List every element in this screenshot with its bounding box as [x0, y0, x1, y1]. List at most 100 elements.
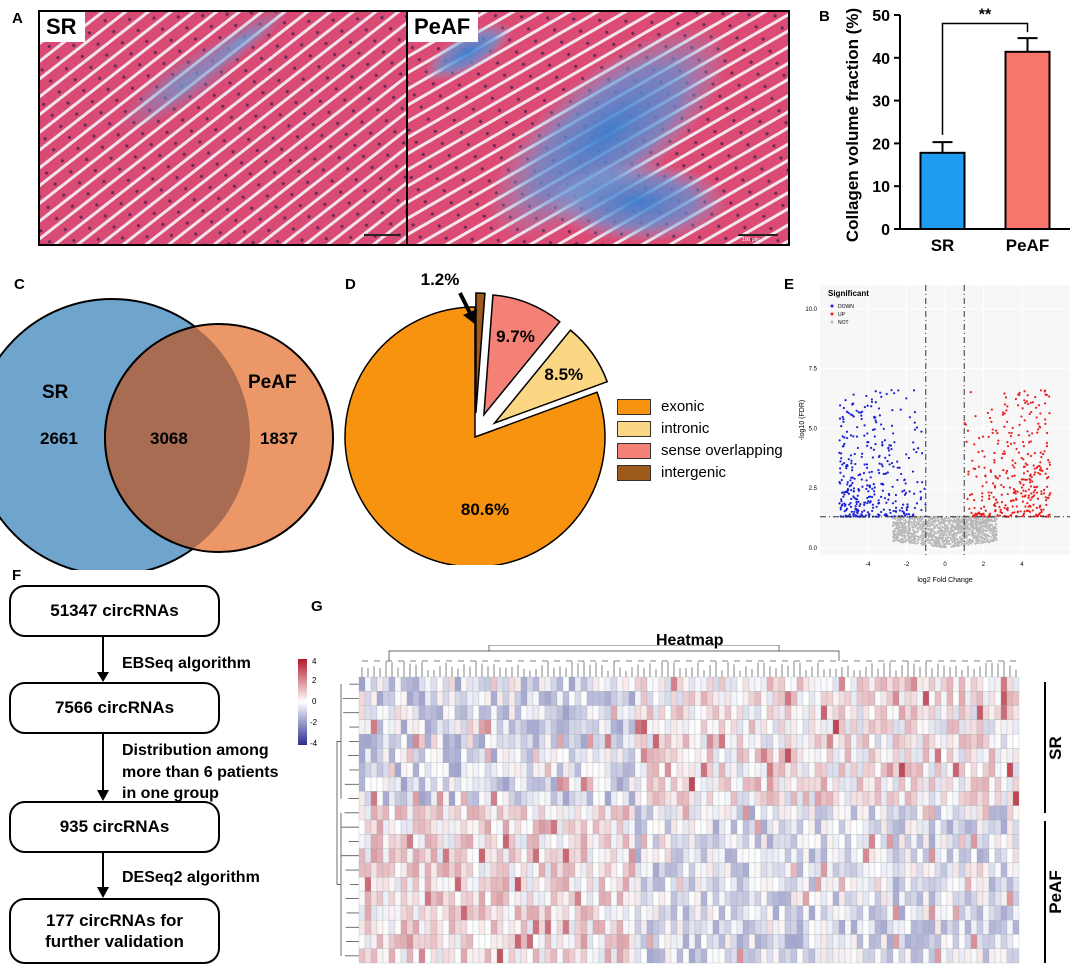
volcano-point-not	[931, 538, 934, 541]
volcano-point-down	[884, 456, 887, 459]
heatmap-cell	[454, 691, 462, 706]
heatmap-cell	[958, 905, 966, 921]
heatmap-cell	[832, 891, 840, 906]
heatmap-cell	[364, 676, 372, 692]
heatmap-cell	[382, 819, 390, 835]
heatmap-cell	[706, 919, 714, 935]
heatmap-cell	[970, 848, 978, 864]
heatmap-cell	[688, 834, 696, 849]
heatmap-cell	[640, 819, 648, 835]
volcano-point-down	[870, 405, 873, 408]
volcano-point-not	[939, 525, 942, 528]
heatmap-cell	[430, 862, 438, 878]
volcano-point-not	[947, 520, 950, 523]
heatmap-cell	[712, 891, 720, 906]
heatmap-cell	[460, 877, 468, 892]
heatmap-cell	[958, 919, 966, 935]
heatmap-cell	[676, 791, 684, 806]
heatmap-cell	[394, 776, 402, 792]
heatmap-cell	[670, 948, 678, 964]
heatmap-cell	[598, 762, 606, 778]
volcano-point-down	[871, 506, 875, 509]
heatmap-cell	[688, 848, 696, 864]
volcano-point-down	[842, 444, 845, 447]
heatmap-cell	[466, 891, 474, 906]
volcano-point-down	[838, 439, 841, 442]
heatmap-cell	[862, 934, 870, 949]
volcano-point-down	[913, 428, 917, 431]
volcano-point-not	[925, 531, 928, 534]
heatmap-cell	[892, 848, 900, 864]
volcano-point-up	[1024, 478, 1027, 481]
volcano-point-not	[944, 523, 947, 526]
heatmap-cell	[568, 705, 576, 721]
heatmap-cell	[718, 791, 726, 806]
heatmap-cell	[766, 776, 774, 792]
heatmap-cell	[850, 834, 858, 849]
heatmap-cell	[898, 862, 906, 878]
heatmap-cell	[568, 891, 576, 906]
heatmap-cell	[988, 848, 996, 864]
heatmap-cell	[748, 877, 756, 892]
volcano-point-not	[941, 526, 944, 529]
heatmap-cell	[496, 862, 504, 878]
heatmap-cell	[1012, 705, 1020, 721]
heatmap-cell	[772, 748, 780, 763]
volcano-point-down	[852, 495, 855, 498]
heatmap-cell	[1000, 691, 1008, 706]
heatmap-cell	[574, 805, 582, 821]
heatmap-cell	[478, 877, 486, 892]
heatmap-cell	[808, 805, 816, 821]
heatmap-cell	[670, 719, 678, 735]
significance-label: **	[979, 7, 992, 24]
heatmap-cell	[448, 877, 456, 892]
heatmap-cell	[886, 734, 894, 749]
heatmap-cell	[406, 748, 414, 763]
heatmap-cell	[370, 877, 378, 892]
flowchart-arrows	[97, 637, 109, 898]
heatmap-cell	[838, 905, 846, 921]
heatmap-cell	[904, 676, 912, 692]
heatmap-cell	[418, 776, 426, 792]
heatmap-cell	[676, 705, 684, 721]
heatmap-cell	[718, 934, 726, 949]
bar-y-tick-label: 40	[872, 51, 890, 68]
heatmap-cell	[646, 848, 654, 864]
volcano-point-down	[869, 476, 872, 479]
volcano-point-not	[916, 527, 919, 530]
heatmap-cell	[856, 905, 864, 921]
heatmap-cell	[694, 877, 702, 892]
volcano-point-not	[929, 518, 932, 521]
collagen-bar-chart: Collagen volume fraction (%) 01020304050…	[843, 7, 1070, 255]
heatmap-cell	[760, 748, 768, 763]
heatmap-cell	[880, 948, 888, 964]
heatmap-cell	[454, 905, 462, 921]
volcano-point-not	[941, 517, 944, 520]
heatmap-cell	[652, 819, 660, 835]
heatmap-cell	[982, 719, 990, 735]
heatmap-cell	[796, 862, 804, 878]
heatmap-cell	[592, 734, 600, 749]
volcano-point-down	[842, 406, 845, 410]
heatmap-cell	[466, 734, 474, 749]
heatmap-cell	[964, 719, 972, 735]
heatmap-cell	[622, 791, 630, 806]
heatmap-cell	[976, 762, 984, 778]
volcano-point-not	[921, 517, 924, 520]
volcano-point-not	[901, 523, 904, 526]
heatmap-cell	[856, 877, 864, 892]
heatmap-cell	[874, 891, 882, 906]
heatmap-cell	[814, 948, 822, 964]
heatmap-cell	[934, 805, 942, 821]
heatmap-cell	[466, 877, 474, 892]
heatmap-cell	[484, 791, 492, 806]
heatmap-cell	[940, 905, 948, 921]
heatmap-cell	[754, 948, 762, 964]
heatmap-cell	[496, 919, 504, 935]
heatmap-cell	[982, 748, 990, 763]
volcano-point-up	[1020, 492, 1023, 495]
heatmap-cell	[394, 748, 402, 763]
heatmap-cell	[592, 748, 600, 763]
heatmap-cell	[958, 748, 966, 763]
heatmap-cell	[676, 834, 684, 849]
